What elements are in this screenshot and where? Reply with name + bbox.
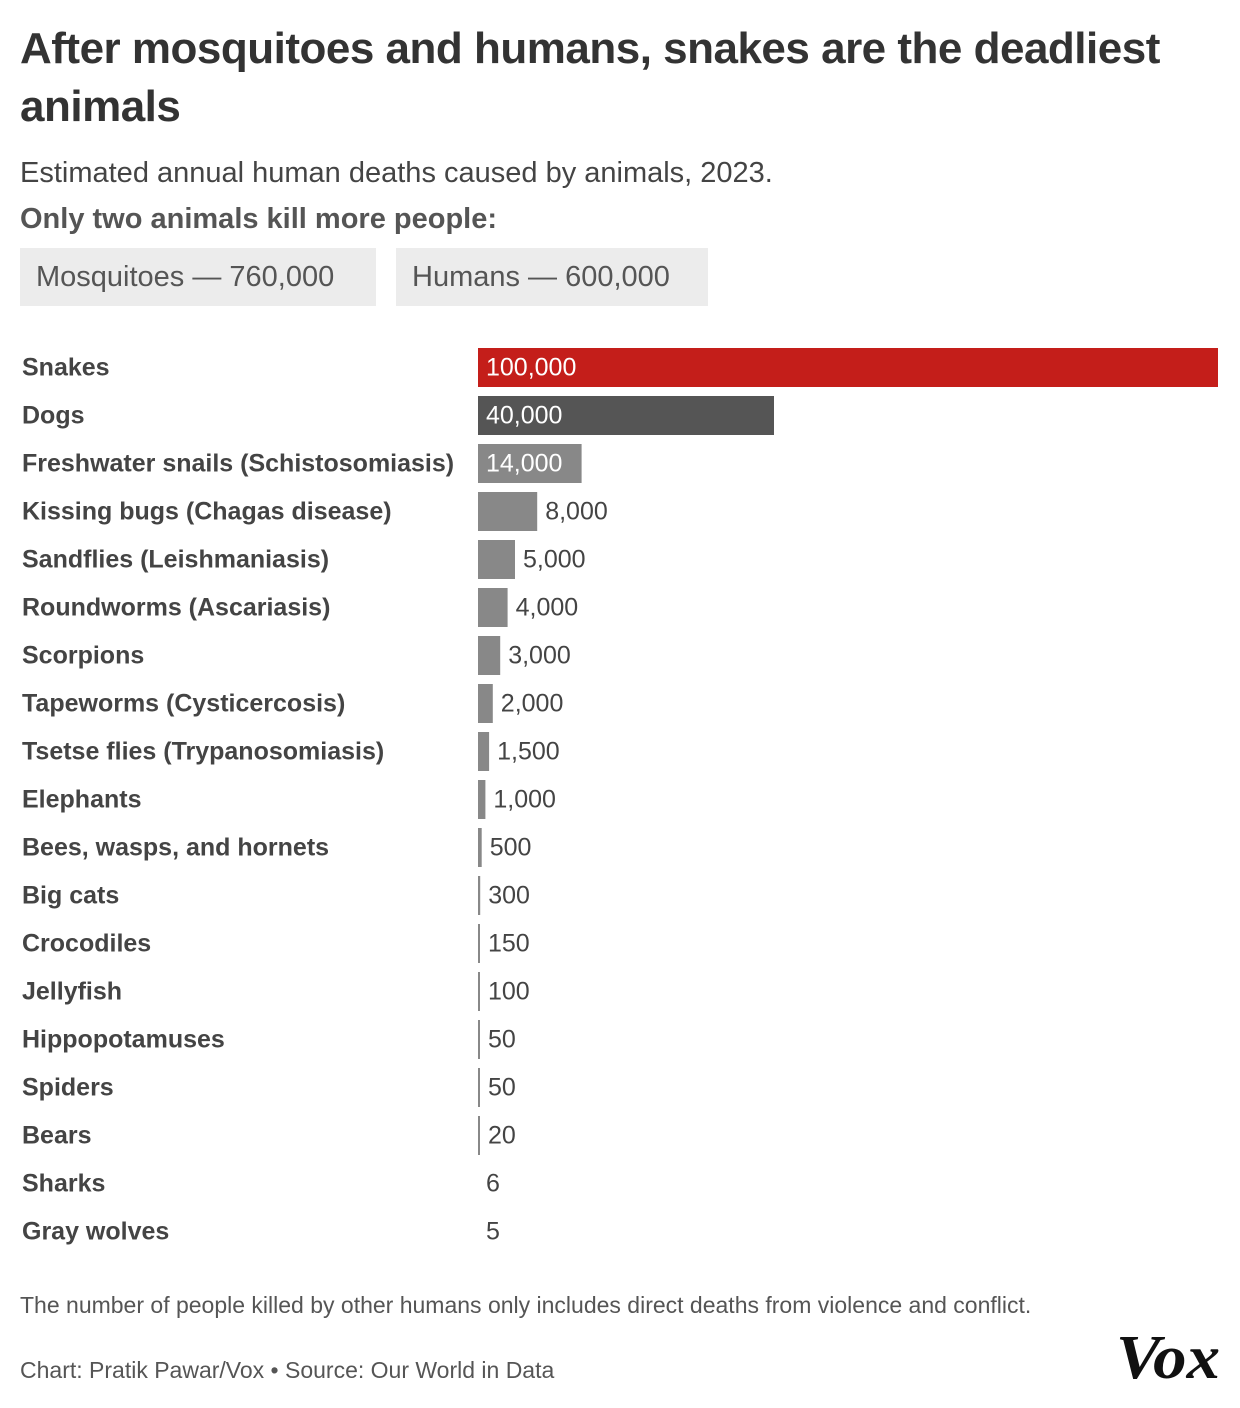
bar-row: Freshwater snails (Schistosomiasis) 14,00…	[22, 444, 582, 483]
bar	[478, 828, 482, 867]
category-label: Elephants	[22, 786, 141, 814]
category-label: Hippopotamuses	[22, 1026, 225, 1054]
category-label: Snakes	[22, 354, 110, 382]
value-label: 5,000	[523, 546, 586, 574]
category-label: Kissing bugs (Chagas disease)	[22, 498, 392, 526]
bar	[478, 444, 582, 483]
chart-title: After mosquitoes and humans, snakes are …	[20, 24, 1160, 131]
value-label: 1,000	[493, 786, 556, 814]
bar-row: Dogs 40,000	[22, 396, 774, 435]
bar-row: Spiders 50	[22, 1068, 516, 1107]
value-label: 4,000	[516, 594, 579, 622]
bar	[478, 1116, 480, 1155]
bar	[478, 780, 486, 819]
category-label: Roundworms (Ascariasis)	[22, 594, 330, 622]
category-label: Sandflies (Leishmaniasis)	[22, 546, 329, 574]
bar-row: Elephants 1,000	[22, 780, 556, 819]
value-label: 6	[486, 1170, 500, 1198]
bar-row: Sandflies (Leishmaniasis) 5,000	[22, 540, 586, 579]
category-label: Gray wolves	[22, 1218, 169, 1246]
bar-row: Kissing bugs (Chagas disease) 8,000	[22, 492, 608, 531]
callout-mosquitoes: Mosquitoes — 760,000	[20, 248, 376, 306]
value-label: 40,000	[486, 402, 562, 430]
bar-row: Big cats 300	[22, 876, 530, 915]
category-label: Tsetse flies (Trypanosomiasis)	[22, 738, 384, 766]
category-label: Scorpions	[22, 642, 144, 670]
bar	[478, 588, 508, 627]
bar-row: Jellyfish 100	[22, 972, 530, 1011]
category-label: Tapeworms (Cysticercosis)	[22, 690, 345, 718]
bar-row: Bears 20	[22, 1116, 516, 1155]
value-label: 50	[488, 1074, 516, 1102]
vox-logo: Vox	[1116, 1324, 1220, 1392]
bar	[478, 876, 481, 915]
bar	[478, 924, 480, 963]
bar	[478, 972, 480, 1011]
bar	[478, 1020, 480, 1059]
value-label: 100,000	[486, 354, 576, 382]
bar	[478, 732, 490, 771]
callout-heading: Only two animals kill more people:	[20, 203, 497, 235]
source-credit: Chart: Pratik Pawar/Vox • Source: Our Wo…	[20, 1357, 555, 1383]
value-label: 14,000	[486, 450, 562, 478]
bar-row: Sharks 6	[22, 1170, 500, 1198]
value-label: 50	[488, 1026, 516, 1054]
value-label: 20	[488, 1122, 516, 1150]
value-label: 500	[490, 834, 532, 862]
category-label: Crocodiles	[22, 930, 151, 958]
bar-row: Roundworms (Ascariasis) 4,000	[22, 588, 578, 627]
bar	[478, 492, 538, 531]
category-label: Dogs	[22, 402, 85, 430]
value-label: 3,000	[508, 642, 571, 670]
category-label: Big cats	[22, 882, 119, 910]
bar	[478, 540, 515, 579]
bar-row: Hippopotamuses 50	[22, 1020, 516, 1059]
bar-row: Snakes 100,000	[22, 348, 1218, 387]
category-label: Bears	[22, 1122, 92, 1150]
value-label: 2,000	[501, 690, 564, 718]
value-label: 1,500	[497, 738, 560, 766]
bar	[478, 396, 774, 435]
category-label: Sharks	[22, 1170, 105, 1198]
bar-row: Bees, wasps, and hornets 500	[22, 828, 531, 867]
category-label: Bees, wasps, and hornets	[22, 834, 329, 862]
bar-row: Tsetse flies (Trypanosomiasis) 1,500	[22, 732, 560, 771]
bar	[478, 348, 1218, 387]
bar-row: Scorpions 3,000	[22, 636, 571, 675]
bar-row: Tapeworms (Cysticercosis) 2,000	[22, 684, 563, 723]
bar-chart: Snakes 100,000 Dogs 40,000 Freshwater snails…	[22, 348, 1218, 1246]
category-label: Freshwater snails (Schistosomiasis)	[22, 450, 454, 478]
value-label: 8,000	[545, 498, 608, 526]
value-label: 5	[486, 1218, 500, 1246]
bar	[478, 1068, 480, 1107]
value-label: 100	[488, 978, 530, 1006]
bar-row: Crocodiles 150	[22, 924, 530, 963]
value-label: 300	[488, 882, 530, 910]
bar-row: Gray wolves 5	[22, 1218, 500, 1246]
vox-logo-text: Vox	[1116, 1324, 1220, 1392]
value-label: 150	[488, 930, 530, 958]
chart-subtitle: Estimated annual human deaths caused by …	[20, 157, 773, 189]
callout-humans: Humans — 600,000	[396, 248, 708, 306]
callout-boxes: Mosquitoes — 760,000 Humans — 600,000	[20, 248, 708, 306]
category-label: Jellyfish	[22, 978, 122, 1006]
footnote: The number of people killed by other hum…	[20, 1292, 1032, 1318]
category-label: Spiders	[22, 1074, 114, 1102]
bar	[478, 684, 493, 723]
bar	[478, 636, 501, 675]
